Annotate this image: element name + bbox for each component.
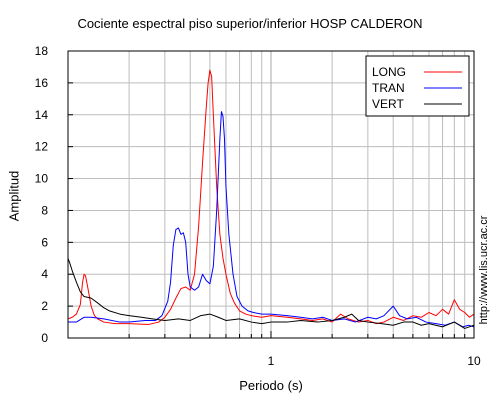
y-tick-label: 4 — [41, 267, 48, 281]
legend-label-tran: TRAN — [372, 81, 405, 95]
series-group — [68, 69, 474, 329]
y-tick-label: 12 — [35, 140, 49, 154]
chart-title: Cociente espectral piso superior/inferio… — [77, 16, 423, 31]
series-line-vert — [68, 258, 474, 329]
y-tick-label: 6 — [41, 235, 48, 249]
y-tick-label: 0 — [41, 331, 48, 345]
y-tick-label: 8 — [41, 203, 48, 217]
y-axis-label: Amplitud — [6, 170, 22, 222]
credit-url: http://www.lis.ucr.ac.cr — [478, 215, 490, 325]
x-tick-label: 1 — [268, 354, 275, 368]
y-tick-label: 2 — [41, 299, 48, 313]
legend-label-vert: VERT — [372, 97, 404, 111]
legend-label-long: LONG — [372, 65, 406, 79]
series-line-tran — [68, 111, 474, 328]
axis-ticks: 0 2 4 6 8 10 12 14 16 18 1 10 — [35, 44, 481, 368]
y-tick-label: 16 — [35, 76, 49, 90]
x-tick-label: 10 — [467, 354, 481, 368]
legend-box — [365, 55, 470, 117]
legend: LONG TRAN VERT — [365, 55, 470, 117]
y-tick-label: 10 — [35, 172, 49, 186]
y-tick-label: 18 — [35, 44, 49, 58]
x-axis-label: Periodo (s) — [239, 378, 303, 393]
y-tick-label: 14 — [35, 108, 49, 122]
